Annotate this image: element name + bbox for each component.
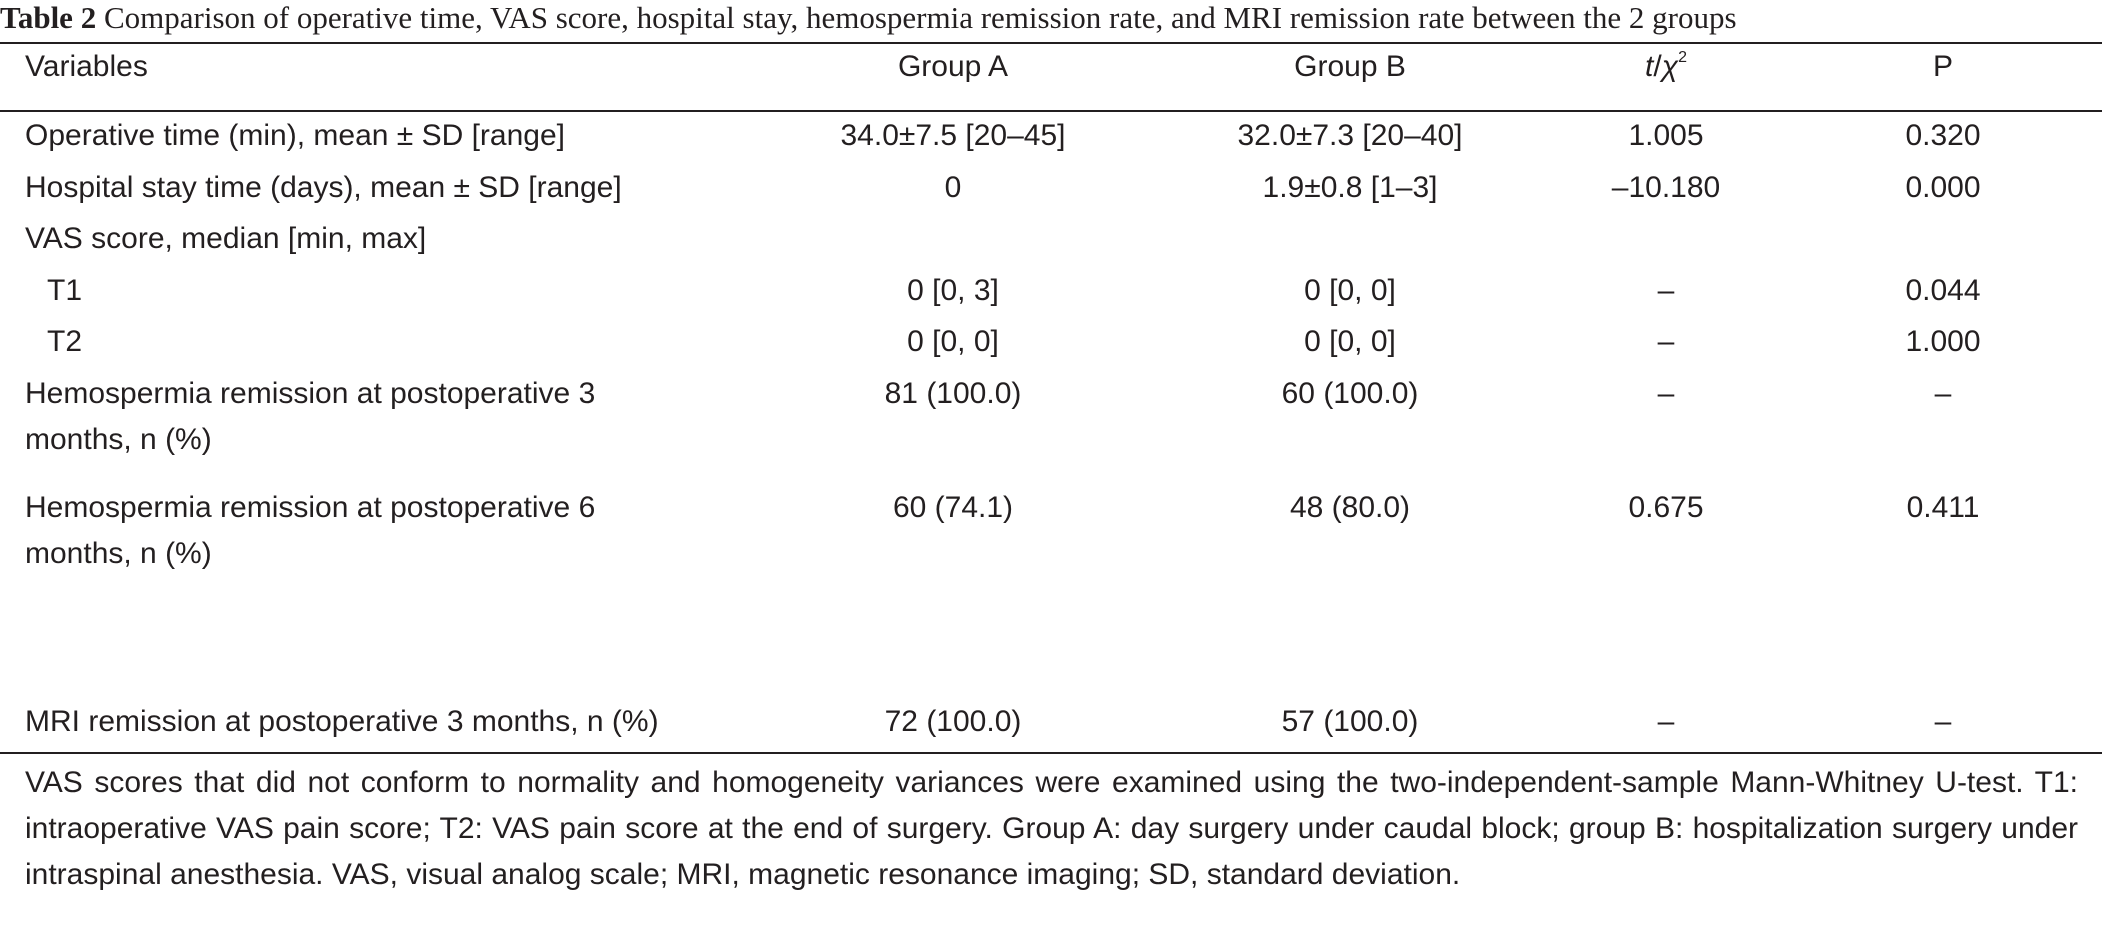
row-p: – (1934, 705, 1952, 738)
row-p: 0.320 (1905, 119, 1981, 152)
table-title: Comparison of operative time, VAS score,… (103, 0, 1737, 35)
header-statistic: t/χ2 (1566, 44, 1766, 90)
header-p: P (1932, 50, 1953, 83)
header-group-a: Group A (897, 50, 1009, 83)
row-group-a: 81 (100.0) (884, 377, 1022, 410)
row-p: 1.000 (1905, 325, 1981, 358)
row-p: 0.044 (1905, 274, 1981, 307)
row-p: – (1934, 377, 1952, 410)
row-variable-line1: Hemospermia remission at postoperative 3 (25, 377, 596, 410)
row-p: 0.000 (1905, 171, 1981, 204)
row-group-b: 1.9±0.8 [1–3] (1262, 171, 1438, 204)
row-variable: Hemospermia remission at postoperative 3… (25, 371, 765, 463)
header-stat-chi: χ (1661, 50, 1679, 83)
row-group-a: 0 [0, 0] (907, 325, 999, 358)
row-group-b: 0 [0, 0] (1304, 274, 1396, 307)
header-stat-sup: 2 (1678, 49, 1687, 66)
row-group-a: 0 (944, 171, 962, 204)
table-label: Table 2 (0, 0, 97, 35)
row-group-a: 0 [0, 3] (907, 274, 999, 307)
top-rule (0, 42, 2102, 44)
row-p: 0.411 (1906, 491, 1980, 524)
row-group-b: 32.0±7.3 [20–40] (1237, 119, 1463, 152)
row-statistic: 1.005 (1628, 119, 1704, 152)
header-group-b: Group B (1294, 50, 1406, 83)
row-statistic: – (1657, 325, 1675, 358)
row-variable-line2: months, n (%) (25, 537, 212, 570)
row-variable: Operative time (min), mean ± SD [range] (25, 119, 565, 152)
header-stat-t: t (1645, 50, 1654, 83)
row-variable: VAS score, median [min, max] (25, 222, 427, 255)
table-footnote: VAS scores that did not conform to norma… (25, 766, 2078, 891)
header-stat-sep: / (1653, 50, 1662, 83)
row-group-b: 48 (80.0) (1289, 491, 1411, 524)
row-group-b: 60 (100.0) (1281, 377, 1419, 410)
row-group-b: 0 [0, 0] (1304, 325, 1396, 358)
table-caption: Table 2 Comparison of operative time, VA… (0, 0, 2102, 42)
row-variable: T1 (47, 274, 83, 307)
row-variable-line2: months, n (%) (25, 423, 212, 456)
row-variable: MRI remission at postoperative 3 months,… (25, 705, 659, 738)
row-variable: Hemospermia remission at postoperative 6… (25, 485, 765, 577)
row-statistic: – (1657, 377, 1675, 410)
row-variable-line1: Hemospermia remission at postoperative 6 (25, 491, 596, 524)
row-variable: Hospital stay time (days), mean ± SD [ra… (25, 171, 622, 204)
row-group-a: 60 (74.1) (892, 491, 1014, 524)
row-group-b: 57 (100.0) (1281, 705, 1419, 738)
row-statistic: – (1657, 274, 1675, 307)
header-rule (0, 110, 2102, 112)
header-variables: Variables (25, 50, 148, 83)
bottom-rule (0, 752, 2102, 754)
row-variable: T2 (47, 325, 83, 358)
row-statistic: – (1657, 705, 1675, 738)
row-group-a: 34.0±7.5 [20–45] (840, 119, 1066, 152)
row-group-a: 72 (100.0) (884, 705, 1022, 738)
row-statistic: 0.675 (1628, 491, 1704, 524)
row-statistic: –10.180 (1611, 171, 1721, 204)
